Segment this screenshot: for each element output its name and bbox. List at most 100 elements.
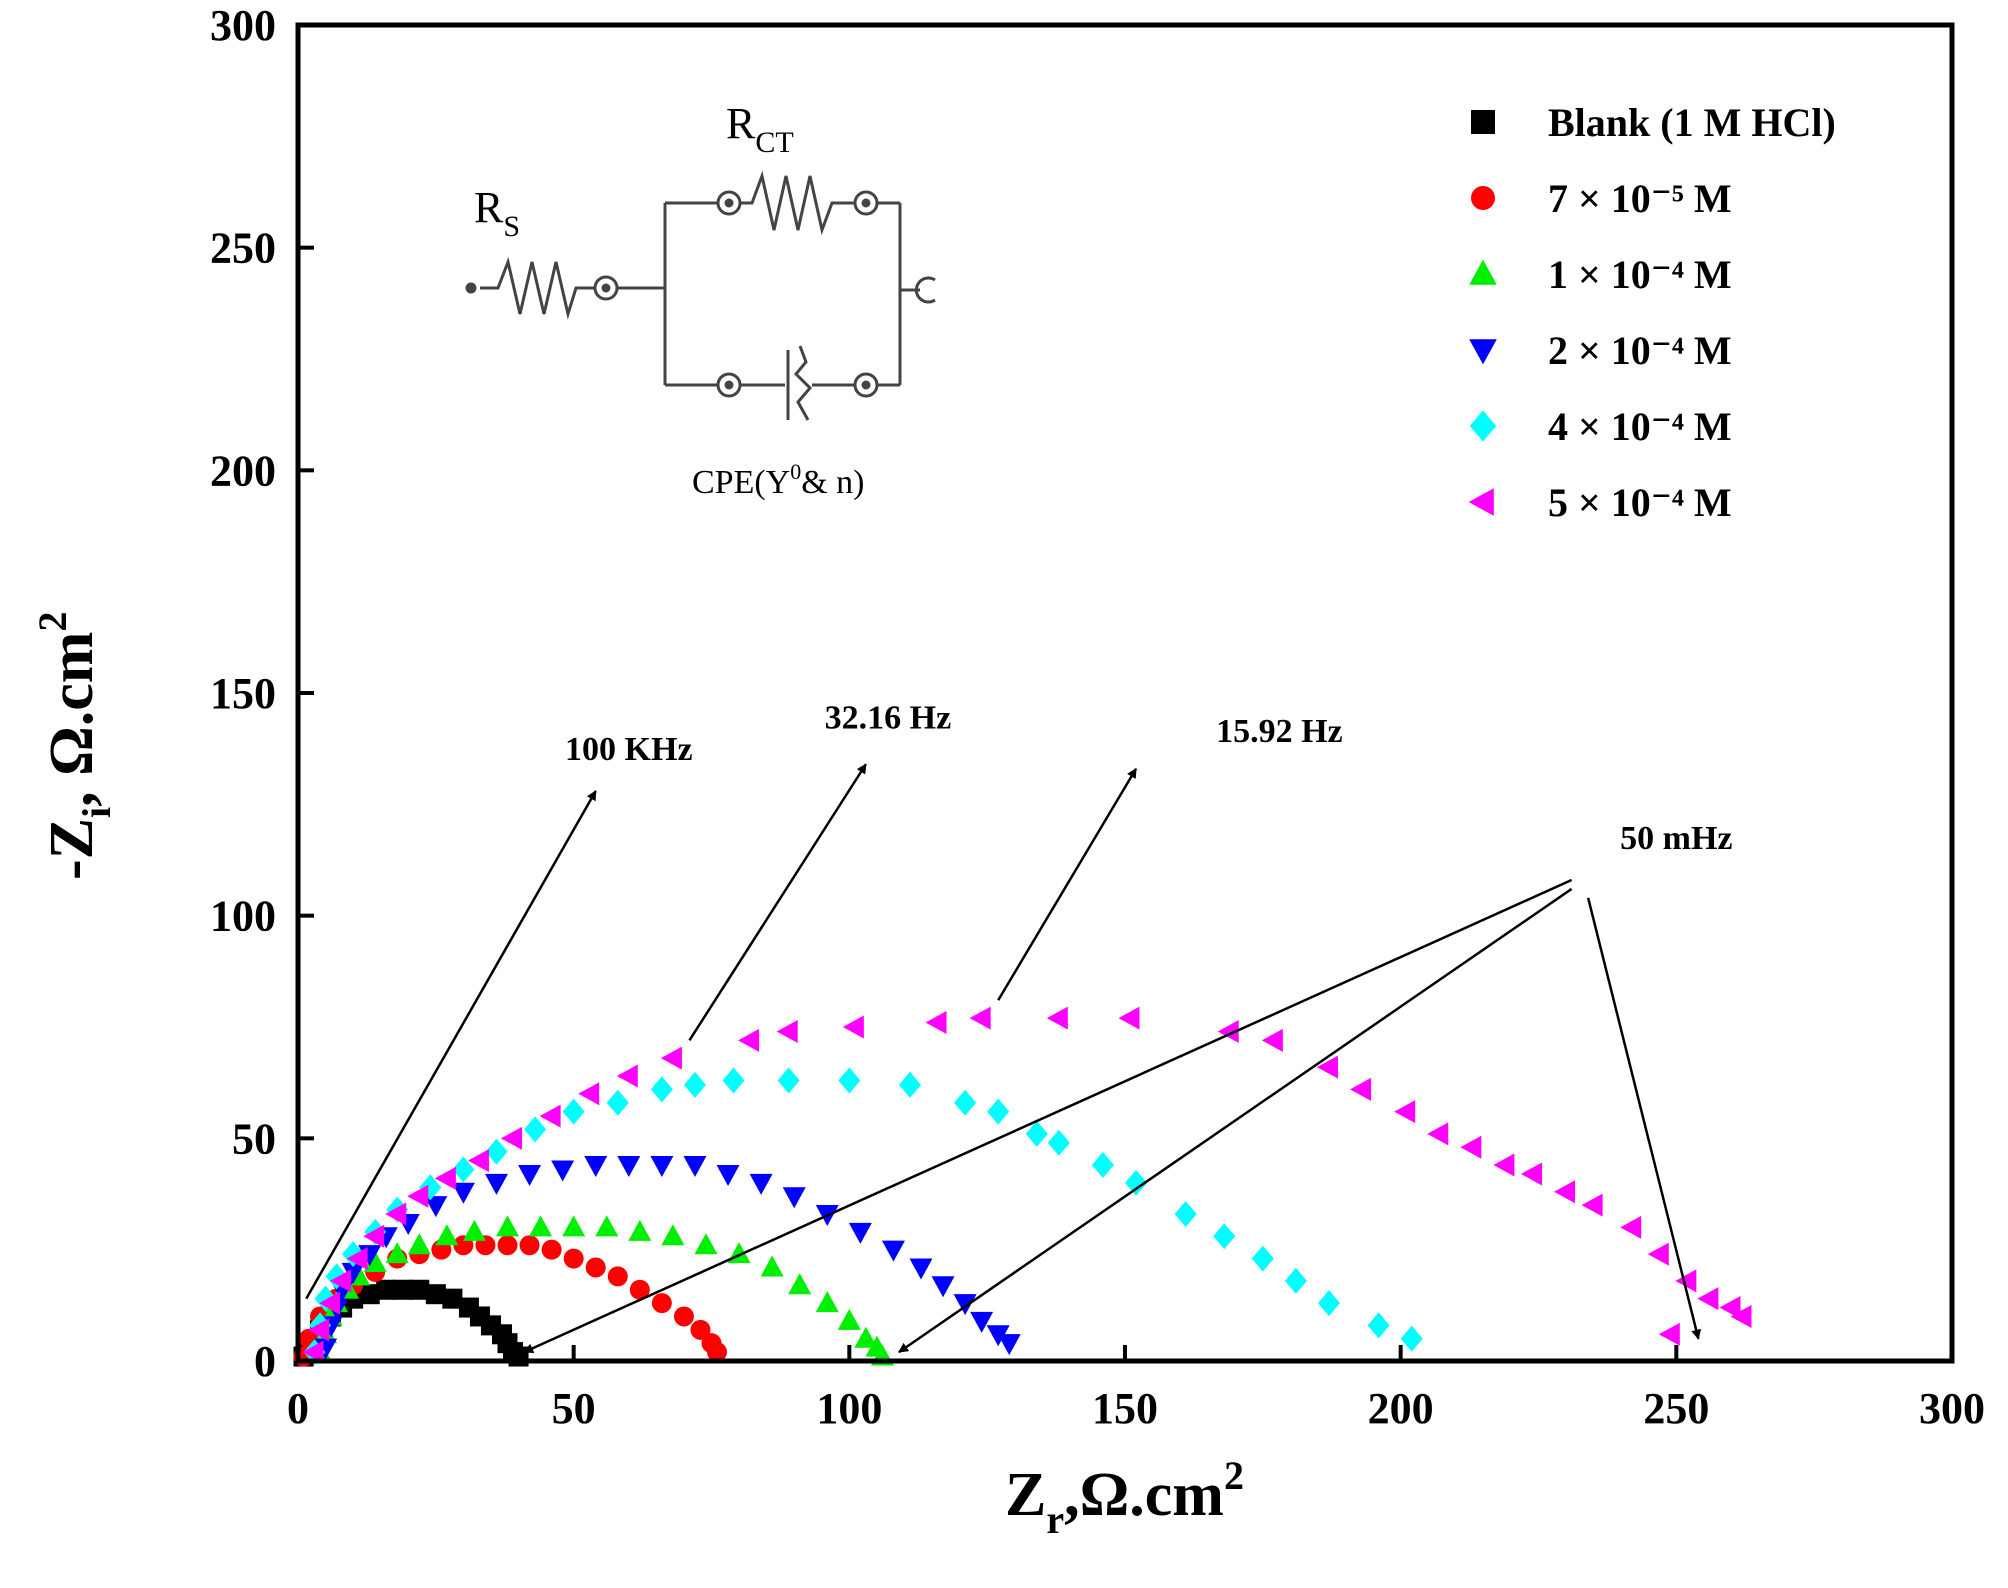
data-point (1400, 1325, 1423, 1352)
y-tick-label: 100 (210, 892, 276, 941)
annotation-label: 32.16 Hz (825, 700, 952, 737)
annotation-arrow (523, 878, 1573, 1354)
data-point (854, 1326, 878, 1348)
data-point (519, 1235, 540, 1256)
data-point (485, 1138, 508, 1165)
data-point (1025, 1120, 1048, 1147)
data-point (501, 1126, 523, 1150)
data-point (1493, 1153, 1515, 1177)
data-point (584, 1156, 608, 1178)
data-point (607, 1266, 628, 1287)
data-point (651, 1293, 672, 1314)
data-point (606, 1089, 629, 1116)
data-point (407, 1233, 431, 1255)
data-point (1367, 1312, 1390, 1339)
data-point (1581, 1193, 1603, 1217)
data-point (385, 1242, 409, 1264)
data-point (970, 1311, 994, 1333)
data-point (562, 1098, 585, 1125)
data-point (1317, 1290, 1340, 1317)
rct-label: R (726, 99, 756, 148)
y-tick-label: 0 (254, 1337, 276, 1386)
data-point (541, 1239, 562, 1260)
data-point (341, 1262, 365, 1284)
data-point (1350, 1077, 1372, 1101)
annotation-arrow (1586, 897, 1702, 1340)
data-point (578, 1082, 600, 1106)
legend-marker (1471, 186, 1495, 210)
rs-subscript: S (503, 210, 520, 243)
annotation-label: 15.92 Hz (1216, 713, 1343, 750)
data-point (954, 1089, 977, 1116)
data-point (815, 1291, 839, 1313)
data-point (650, 1156, 674, 1178)
y-axis-title: -Zi, Ω.cm2 (30, 612, 119, 880)
data-point (722, 1067, 745, 1094)
data-points (293, 1006, 1752, 1367)
data-point (629, 1279, 650, 1300)
data-point (452, 1156, 475, 1183)
data-point (986, 1325, 1010, 1347)
data-point (1316, 1055, 1338, 1079)
x-axis-ticks: 0 50 100 150 200 250 300 (287, 1345, 1985, 1433)
data-point (716, 1164, 740, 1186)
y-tick-label: 150 (210, 669, 276, 718)
data-point (969, 1006, 991, 1030)
y-tick-label: 250 (210, 224, 276, 273)
data-point (1091, 1152, 1114, 1179)
data-point (1647, 1242, 1669, 1266)
data-point (1394, 1100, 1416, 1124)
data-point (707, 1342, 728, 1363)
legend: Blank (1 M HCl) 7 × 10⁻⁵ M 1 × 10⁻⁴ M 2 × 1… (1468, 100, 1836, 525)
data-point (953, 1294, 977, 1316)
data-point (987, 1098, 1010, 1125)
data-point (898, 1071, 921, 1098)
annotation-label: 100 KHz (565, 731, 692, 768)
legend-label: 4 × 10⁻⁴ M (1548, 404, 1732, 449)
annotation-arrow (688, 763, 867, 1042)
legend-label: Blank (1 M HCl) (1548, 100, 1836, 145)
data-point (451, 1182, 475, 1204)
data-point (409, 1279, 430, 1300)
legend-marker (1471, 110, 1495, 134)
x-tick-label: 150 (1092, 1384, 1158, 1433)
data-point (346, 1247, 368, 1271)
data-point (616, 1064, 638, 1088)
data-point (661, 1224, 685, 1246)
svg-text:CPE(Y0& n): CPE(Y0& n) (692, 459, 865, 501)
data-point (1520, 1162, 1542, 1186)
data-point (508, 1346, 529, 1367)
plot-frame (295, 22, 1955, 1364)
data-point (302, 1340, 324, 1364)
data-point (1217, 1019, 1239, 1043)
data-point (1460, 1135, 1482, 1159)
data-point (424, 1196, 448, 1218)
data-point (738, 1028, 760, 1052)
x-tick-label: 50 (552, 1384, 596, 1433)
y-tick-label: 50 (232, 1114, 276, 1163)
data-point (1719, 1296, 1741, 1320)
data-point (690, 1319, 711, 1340)
data-point (407, 1184, 429, 1208)
x-tick-label: 0 (287, 1384, 309, 1433)
legend-label: 7 × 10⁻⁵ M (1548, 176, 1732, 221)
x-tick-label: 250 (1643, 1384, 1709, 1433)
y-tick-label: 300 (210, 1, 276, 50)
data-point (435, 1224, 459, 1246)
data-point (563, 1248, 584, 1269)
data-point (650, 1076, 673, 1103)
data-point (997, 1334, 1021, 1356)
data-point (925, 1011, 947, 1035)
series-6 (302, 1006, 1752, 1364)
data-point (673, 1306, 694, 1327)
data-point (1125, 1169, 1148, 1196)
frequency-annotations: 100 KHz 32.16 Hz 15.92 Hz 50 mHz (305, 700, 1733, 1354)
data-point (319, 1291, 341, 1315)
data-point (330, 1269, 352, 1293)
annotation-arrow (997, 767, 1138, 1001)
data-point (1620, 1215, 1642, 1239)
data-point (660, 1046, 682, 1070)
data-point (1730, 1304, 1752, 1328)
annotation-label: 50 mHz (1620, 820, 1732, 857)
data-point (837, 1308, 861, 1330)
